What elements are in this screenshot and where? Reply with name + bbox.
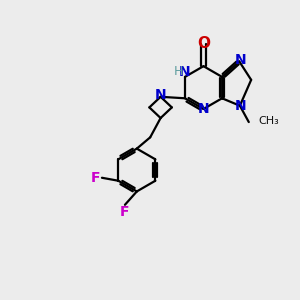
Text: N: N — [178, 64, 190, 79]
Text: N: N — [235, 99, 246, 113]
Text: F: F — [91, 171, 100, 185]
Text: CH₃: CH₃ — [258, 116, 279, 126]
Text: N: N — [235, 53, 247, 67]
Text: N: N — [155, 88, 167, 102]
Text: O: O — [197, 36, 210, 51]
Text: N: N — [198, 102, 209, 116]
Text: H: H — [174, 65, 183, 78]
Text: F: F — [120, 205, 130, 219]
